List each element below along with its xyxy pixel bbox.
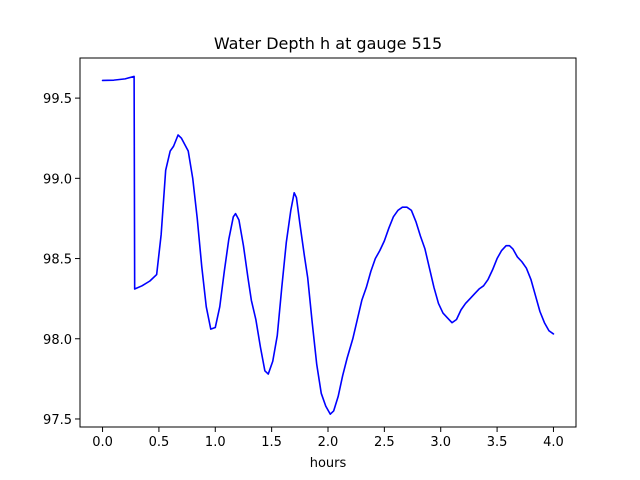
chart-title: Water Depth h at gauge 515 <box>214 34 442 53</box>
x-tick-label: 0.5 <box>149 435 170 450</box>
x-tick-label: 1.0 <box>205 435 226 450</box>
y-tick-label: 99.0 <box>43 172 72 187</box>
y-tick-label: 99.5 <box>43 92 72 107</box>
x-tick-label: 3.5 <box>487 435 508 450</box>
x-tick-label: 3.0 <box>430 435 451 450</box>
x-axis-ticks: 0.0 0.5 1.0 1.5 2.0 2.5 3.0 3.5 4.0 <box>92 427 564 450</box>
x-tick-label: 4.0 <box>543 435 564 450</box>
x-tick-label: 0.0 <box>92 435 113 450</box>
x-tick-label: 2.5 <box>374 435 395 450</box>
y-axis-ticks: 97.5 98.0 98.5 99.0 99.5 <box>43 92 80 428</box>
plot-area <box>101 75 555 415</box>
y-tick-label: 98.0 <box>43 333 72 348</box>
x-tick-label: 1.5 <box>261 435 282 450</box>
x-tick-label: 2.0 <box>318 435 339 450</box>
y-tick-label: 98.5 <box>43 253 72 268</box>
y-tick-label: 97.5 <box>43 413 72 428</box>
x-axis-label: hours <box>310 456 347 471</box>
water-depth-line <box>101 75 555 415</box>
